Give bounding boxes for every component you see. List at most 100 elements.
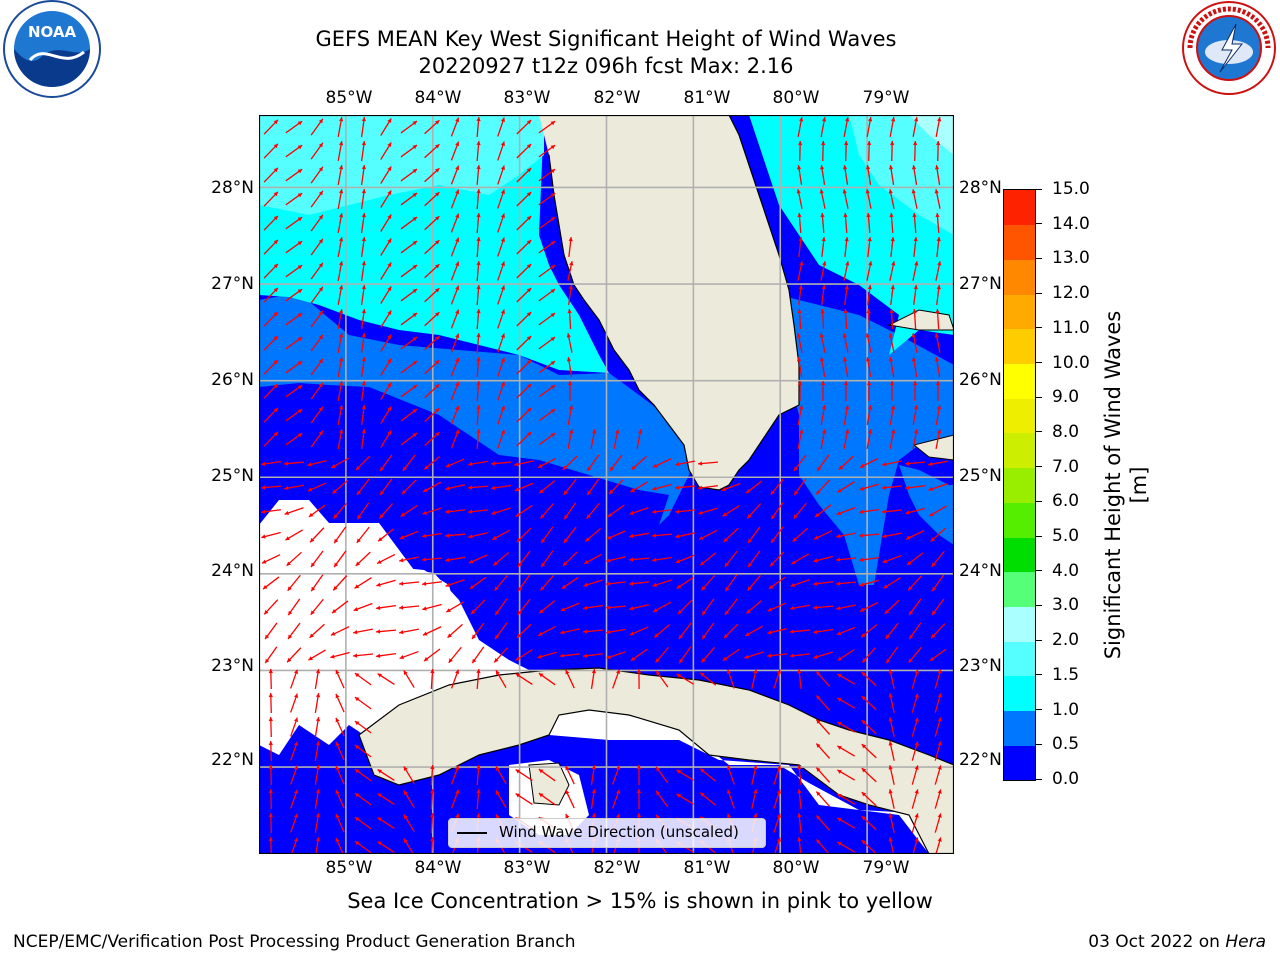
wave-arrow	[866, 261, 873, 281]
wave-arrow	[904, 485, 926, 490]
wave-arrow	[813, 530, 833, 540]
wave-arrow	[798, 284, 803, 306]
wave-arrow	[766, 653, 788, 658]
wave-arrow	[773, 765, 781, 785]
colorbar-tick-mark	[1035, 223, 1042, 225]
wave-arrow	[516, 431, 532, 447]
wave-arrow	[769, 551, 785, 567]
wave-arrow	[928, 460, 948, 467]
wave-arrow	[376, 579, 396, 587]
wave-arrow	[538, 192, 556, 206]
wave-arrow	[403, 790, 415, 808]
wave-arrow	[767, 602, 787, 612]
wave-arrow	[424, 239, 440, 255]
wave-arrow	[450, 357, 460, 377]
wave-arrow	[912, 261, 919, 281]
lon-label-top: 82°W	[593, 88, 641, 108]
wave-arrow	[360, 285, 366, 305]
lat-label-left: 24°N	[211, 561, 254, 581]
wave-arrow	[497, 213, 505, 233]
wave-arrow	[380, 238, 392, 256]
wave-arrow	[424, 143, 440, 159]
wave-arrow	[268, 692, 273, 714]
wave-arrow	[885, 622, 899, 640]
wave-arrow	[844, 284, 849, 306]
land-isla-juventud	[528, 762, 570, 806]
wave-arrow	[476, 308, 481, 330]
wave-arrow	[586, 478, 600, 496]
wave-arrow	[424, 215, 440, 231]
wave-arrow	[890, 284, 895, 306]
wave-arrow	[310, 214, 324, 232]
wave-arrow	[450, 285, 460, 305]
wave-arrow	[399, 628, 419, 635]
wave-arrow	[858, 533, 880, 538]
wave-arrow	[797, 117, 804, 137]
lon-label-top: 80°W	[772, 88, 820, 108]
wave-arrow	[888, 717, 895, 737]
wave-arrow	[360, 261, 366, 281]
wave-arrow	[450, 141, 460, 161]
colorbar-tick-mark	[1035, 466, 1042, 468]
wave-arrow	[444, 509, 466, 514]
wave-arrow	[583, 579, 603, 587]
wave-direction-arrows	[260, 116, 948, 854]
colorbar-swatch	[1004, 571, 1035, 607]
wave-arrow	[567, 405, 574, 425]
colorbar-swatch	[1004, 328, 1035, 365]
wave-arrow	[538, 120, 556, 134]
wave-arrow	[912, 429, 919, 449]
wave-arrow	[699, 768, 717, 782]
wave-arrow	[843, 308, 848, 330]
wave-arrow	[797, 261, 804, 281]
lon-label-top: 85°W	[325, 88, 373, 108]
colorbar-tick-label: 14.0	[1052, 213, 1090, 234]
wave-arrow	[287, 598, 301, 616]
wave-arrow	[820, 212, 825, 234]
wave-arrow	[861, 767, 877, 783]
wave-arrow	[867, 236, 872, 258]
wave-arrow	[540, 550, 554, 568]
wave-arrow	[675, 554, 695, 564]
wave-arrow	[469, 576, 487, 590]
colorbar-tick-mark	[1035, 535, 1042, 537]
wave-arrow	[815, 839, 831, 854]
wave-arrow	[380, 358, 392, 376]
wave-arrow	[538, 240, 556, 254]
wave-arrow	[584, 528, 602, 542]
wave-arrow	[492, 552, 510, 566]
wave-arrow	[699, 792, 717, 806]
wave-arrow	[820, 380, 826, 402]
legend-line	[457, 832, 487, 834]
wave-arrow	[476, 332, 481, 354]
wave-arrow	[422, 481, 442, 493]
wave-arrow	[354, 672, 372, 686]
wave-arrow	[516, 527, 532, 543]
wave-arrow	[882, 532, 902, 539]
wave-arrow	[565, 789, 575, 809]
wave-arrow	[476, 788, 481, 810]
wave-arrow	[582, 653, 604, 658]
wave-arrow	[773, 789, 781, 809]
wave-arrow	[450, 309, 460, 329]
wave-arrow	[360, 309, 366, 329]
wave-arrow	[908, 622, 922, 640]
wave-arrow	[836, 626, 856, 636]
wave-arrow	[819, 189, 826, 209]
wave-arrow	[913, 284, 918, 306]
wave-arrow	[605, 605, 627, 610]
wave-arrow	[890, 140, 895, 162]
wave-arrow	[890, 236, 895, 258]
wave-arrow	[398, 605, 420, 610]
wave-arrow	[314, 693, 321, 713]
wave-arrow	[444, 533, 466, 538]
wave-arrow	[744, 625, 764, 637]
wave-arrow	[467, 509, 489, 514]
wave-arrow	[844, 236, 849, 258]
colorbar-tick-label: 2.0	[1052, 630, 1080, 651]
wave-arrow	[314, 741, 321, 761]
wave-arrow	[568, 284, 573, 306]
wave-arrow	[516, 167, 532, 183]
wave-arrow	[652, 458, 672, 468]
wave-arrow	[865, 165, 872, 185]
